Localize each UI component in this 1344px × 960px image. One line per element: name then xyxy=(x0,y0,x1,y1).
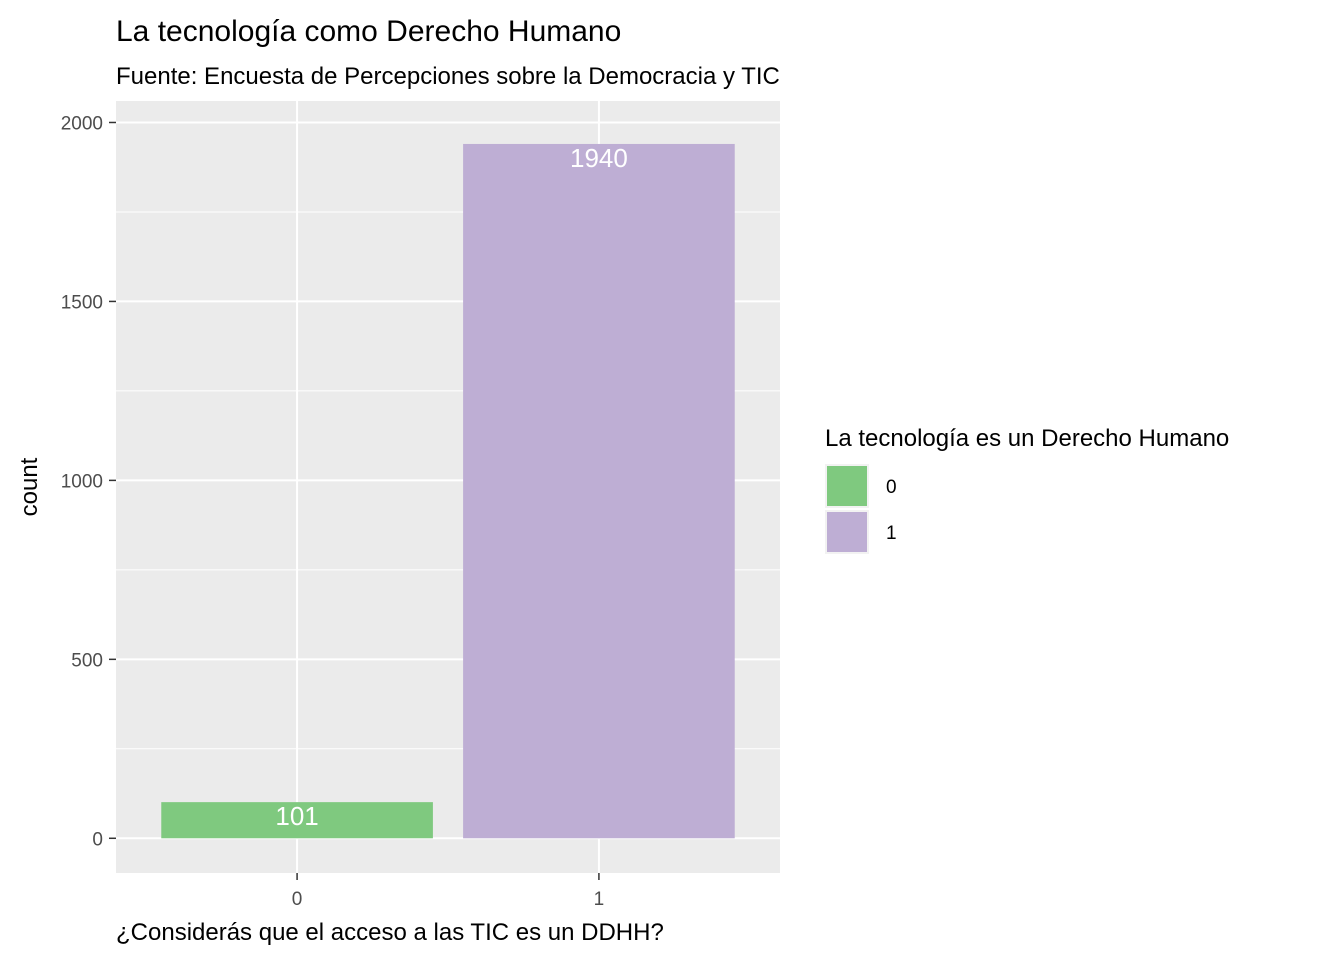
y-tick-label: 1000 xyxy=(61,471,103,492)
y-tick-label: 2000 xyxy=(61,113,103,134)
chart-subtitle: Fuente: Encuesta de Percepciones sobre l… xyxy=(116,63,780,90)
data-label-1: 1940 xyxy=(570,143,628,173)
y-axis-title: count xyxy=(16,457,43,516)
bar-0 xyxy=(161,802,433,839)
legend-label-0: 0 xyxy=(886,477,897,498)
bar-1 xyxy=(463,143,735,839)
legend-entries: 01 xyxy=(825,464,897,554)
bars xyxy=(161,143,735,839)
legend-label-1: 1 xyxy=(886,523,897,544)
y-axis: 0 500 1000 1500 2000 xyxy=(61,113,116,850)
y-tick-label: 1500 xyxy=(61,292,103,313)
legend-swatch-1 xyxy=(827,512,867,552)
y-tick-label: 500 xyxy=(71,650,103,671)
x-tick-label: 1 xyxy=(594,889,605,910)
data-labels: 101 1940 xyxy=(275,143,627,831)
y-tick-label: 0 xyxy=(92,829,103,850)
x-axis-title: ¿Considerás que el acceso a las TIC es u… xyxy=(116,919,664,946)
data-label-0: 101 xyxy=(275,801,318,831)
legend-title: La tecnología es un Derecho Humano xyxy=(825,425,1229,452)
chart-title: La tecnología como Derecho Humano xyxy=(116,15,621,48)
x-tick-label: 0 xyxy=(292,889,303,910)
legend: La tecnología es un Derecho Humano 01 xyxy=(825,425,1229,554)
legend-swatch-0 xyxy=(827,466,867,506)
